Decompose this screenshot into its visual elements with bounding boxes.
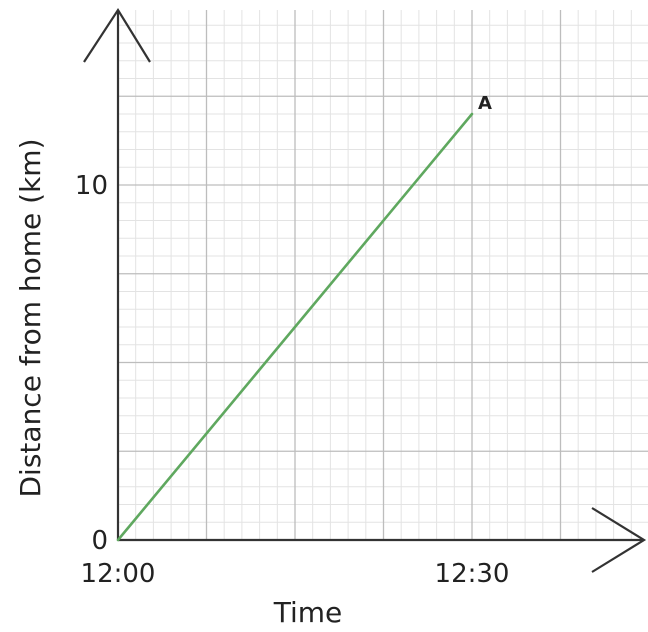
tick-labels: 12:00 12:30 0 10 — [75, 171, 510, 589]
point-label-a: A — [478, 93, 492, 114]
series-layer: A — [116, 93, 492, 542]
major-gridlines — [118, 10, 648, 540]
y-tick-label: 10 — [75, 171, 108, 201]
y-axis-title: Distance from home (km) — [14, 138, 47, 497]
series-line — [116, 112, 474, 542]
x-axis-title: Time — [273, 596, 343, 629]
x-tick-label: 12:30 — [435, 559, 510, 589]
axes — [83, 7, 647, 573]
y-axis-arrowhead — [83, 7, 151, 63]
x-axis-arrowhead — [591, 507, 647, 573]
y-tick-label: 0 — [91, 526, 108, 556]
x-tick-label: 12:00 — [81, 559, 156, 589]
